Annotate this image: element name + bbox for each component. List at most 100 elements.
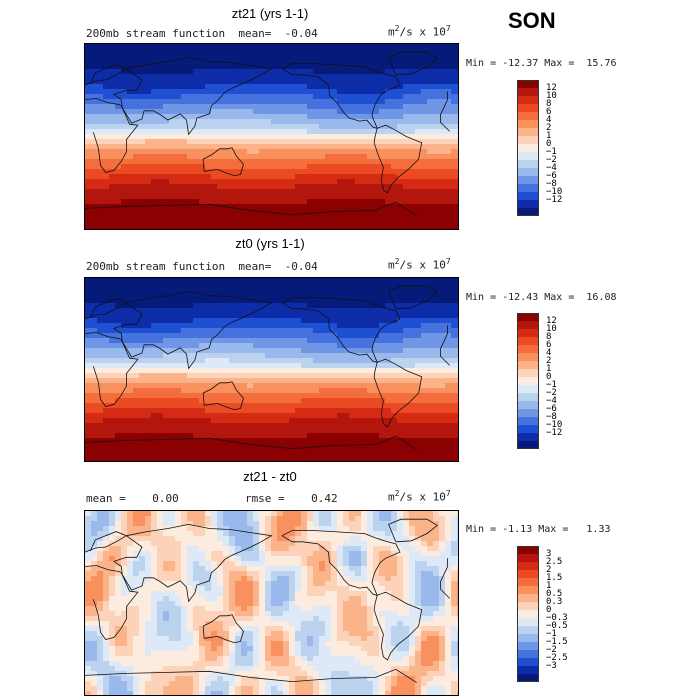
colorbar-swatch [517, 120, 539, 128]
colorbar-tick-label: −12 [546, 428, 563, 438]
panel3-map [84, 510, 459, 696]
colorbar-tick-label: 1.5 [546, 573, 563, 583]
colorbar-swatch [517, 96, 539, 104]
colorbar-swatch [517, 128, 539, 136]
colorbar-swatch [517, 345, 539, 353]
colorbar-swatch [517, 658, 539, 666]
colorbar-tick-label: 1 [546, 131, 552, 141]
colorbar-tick-label: −1 [546, 380, 557, 390]
colorbar-tick-label: 8 [546, 99, 552, 109]
colorbar-tick-label: −2.5 [546, 653, 568, 663]
colorbar-tick-label: 12 [546, 316, 557, 326]
colorbar-swatch [517, 329, 539, 337]
colorbar-swatch [517, 208, 539, 216]
colorbar-tick-label: 0 [546, 605, 552, 615]
colorbar-swatch [517, 441, 539, 449]
panel1-minmax: Min = -12.37 Max = 15.76 [466, 58, 617, 69]
colorbar-swatch [517, 361, 539, 369]
colorbar-swatch [517, 321, 539, 329]
colorbar-tick-label: −4 [546, 396, 557, 406]
colorbar-tick-label: −8 [546, 179, 557, 189]
colorbar-swatch [517, 144, 539, 152]
continent-outline [388, 518, 439, 543]
colorbar-swatch [517, 586, 539, 594]
continent-outline [281, 63, 401, 129]
colorbar-swatch [517, 642, 539, 650]
colorbar-tick-label: 4 [546, 115, 552, 125]
colorbar-tick-label: 8 [546, 332, 552, 342]
panel3-colorbar [517, 546, 539, 682]
colorbar-tick-label: 0 [546, 139, 552, 149]
panel2-map [84, 277, 459, 462]
panel3-title: zt21 - zt0 [243, 469, 297, 484]
colorbar-swatch [517, 562, 539, 570]
colorbar-tick-label: 12 [546, 83, 557, 93]
colorbar-swatch [517, 570, 539, 578]
colorbar-swatch [517, 425, 539, 433]
colorbar-tick-label: 2 [546, 565, 552, 575]
colorbar-tick-label: 0.5 [546, 589, 563, 599]
colorbar-tick-label: 1 [546, 581, 552, 591]
continent-outline [113, 56, 273, 136]
colorbar-tick-label: −1 [546, 147, 557, 157]
continent-outline [202, 381, 244, 411]
colorbar-swatch [517, 200, 539, 208]
colorbar-swatch [517, 385, 539, 393]
colorbar-tick-label: −3 [546, 661, 557, 671]
continent-outline [373, 124, 423, 194]
colorbar-swatch [517, 650, 539, 658]
contour-field [85, 44, 458, 229]
colorbar-tick-label: −0.5 [546, 621, 568, 631]
colorbar-tick-label: −2 [546, 388, 557, 398]
colorbar-swatch [517, 618, 539, 626]
colorbar-tick-label: 0 [546, 372, 552, 382]
colorbar-swatch [517, 594, 539, 602]
colorbar-swatch [517, 152, 539, 160]
continent-outline [113, 523, 273, 603]
colorbar-swatch [517, 88, 539, 96]
colorbar-tick-label: 10 [546, 324, 557, 334]
season-label: SON [508, 8, 556, 33]
continent-outline [85, 668, 417, 683]
colorbar-swatch [517, 104, 539, 112]
continent-outline [388, 51, 439, 76]
colorbar-swatch [517, 369, 539, 377]
panel1-map [84, 43, 459, 230]
panel1-title: zt21 (yrs 1-1) [231, 6, 309, 21]
colorbar-swatch [517, 626, 539, 634]
colorbar-swatch [517, 666, 539, 674]
colorbar-tick-label: 4 [546, 348, 552, 358]
colorbar-tick-label: 2 [546, 123, 552, 133]
colorbar-tick-label: −6 [546, 171, 557, 181]
colorbar-tick-label: −8 [546, 412, 557, 422]
continent-outline [202, 614, 244, 644]
colorbar-tick-label: −10 [546, 187, 563, 197]
panel3-minmax: Min = -1.13 Max = 1.33 [466, 524, 611, 535]
continent-outline [281, 297, 401, 363]
colorbar-tick-label: −6 [546, 404, 557, 414]
panel1-unit: m2/s x 107 [388, 24, 451, 39]
colorbar-tick-label: −0.3 [546, 613, 568, 623]
panel2-title: zt0 (yrs 1-1) [235, 236, 305, 251]
colorbar-tick-label: −1 [546, 629, 557, 639]
colorbar-swatch [517, 353, 539, 361]
colorbar-tick-label: 2.5 [546, 557, 563, 567]
colorbar-swatch [517, 136, 539, 144]
colorbar-swatch [517, 674, 539, 682]
colorbar-swatch [517, 578, 539, 586]
colorbar-swatch [517, 168, 539, 176]
panel3-subtitle: mean = 0.00 rmse = 0.42 [86, 492, 338, 505]
colorbar-swatch [517, 112, 539, 120]
panel2-subtitle: 200mb stream function mean= -0.04 [86, 260, 318, 273]
panel1-subtitle: 200mb stream function mean= -0.04 [86, 27, 318, 40]
colorbar-swatch [517, 337, 539, 345]
colorbar-tick-label: −2 [546, 155, 557, 165]
colorbar-tick-label: 2 [546, 356, 552, 366]
continent-outline [113, 290, 273, 370]
panel3-unit: m2/s x 107 [388, 489, 451, 504]
colorbar-swatch [517, 634, 539, 642]
continent-outline [373, 358, 423, 428]
colorbar-swatch [517, 401, 539, 409]
colorbar-tick-label: −1.5 [546, 637, 568, 647]
colorbar-swatch [517, 554, 539, 562]
